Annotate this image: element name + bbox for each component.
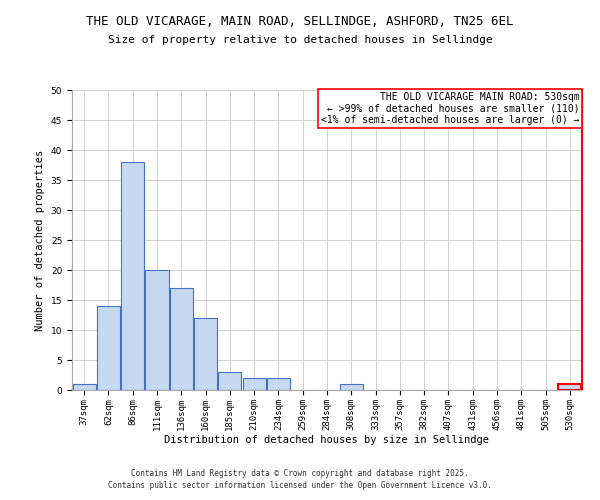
X-axis label: Distribution of detached houses by size in Sellindge: Distribution of detached houses by size … [164, 436, 490, 446]
Y-axis label: Number of detached properties: Number of detached properties [35, 150, 45, 330]
Bar [170, 288, 193, 390]
Bar [340, 384, 363, 390]
Text: Contains HM Land Registry data © Crown copyright and database right 2025.
Contai: Contains HM Land Registry data © Crown c… [108, 469, 492, 490]
Bar [559, 384, 581, 390]
Bar [218, 372, 241, 390]
Bar [267, 378, 290, 390]
Bar [73, 384, 95, 390]
Text: THE OLD VICARAGE, MAIN ROAD, SELLINDGE, ASHFORD, TN25 6EL: THE OLD VICARAGE, MAIN ROAD, SELLINDGE, … [86, 15, 514, 28]
Text: THE OLD VICARAGE MAIN ROAD: 530sqm
← >99% of detached houses are smaller (110)
<: THE OLD VICARAGE MAIN ROAD: 530sqm ← >99… [321, 92, 580, 124]
Bar [121, 162, 144, 390]
Text: Size of property relative to detached houses in Sellindge: Size of property relative to detached ho… [107, 35, 493, 45]
Bar [145, 270, 169, 390]
Bar [242, 378, 266, 390]
Bar [97, 306, 120, 390]
Bar [194, 318, 217, 390]
